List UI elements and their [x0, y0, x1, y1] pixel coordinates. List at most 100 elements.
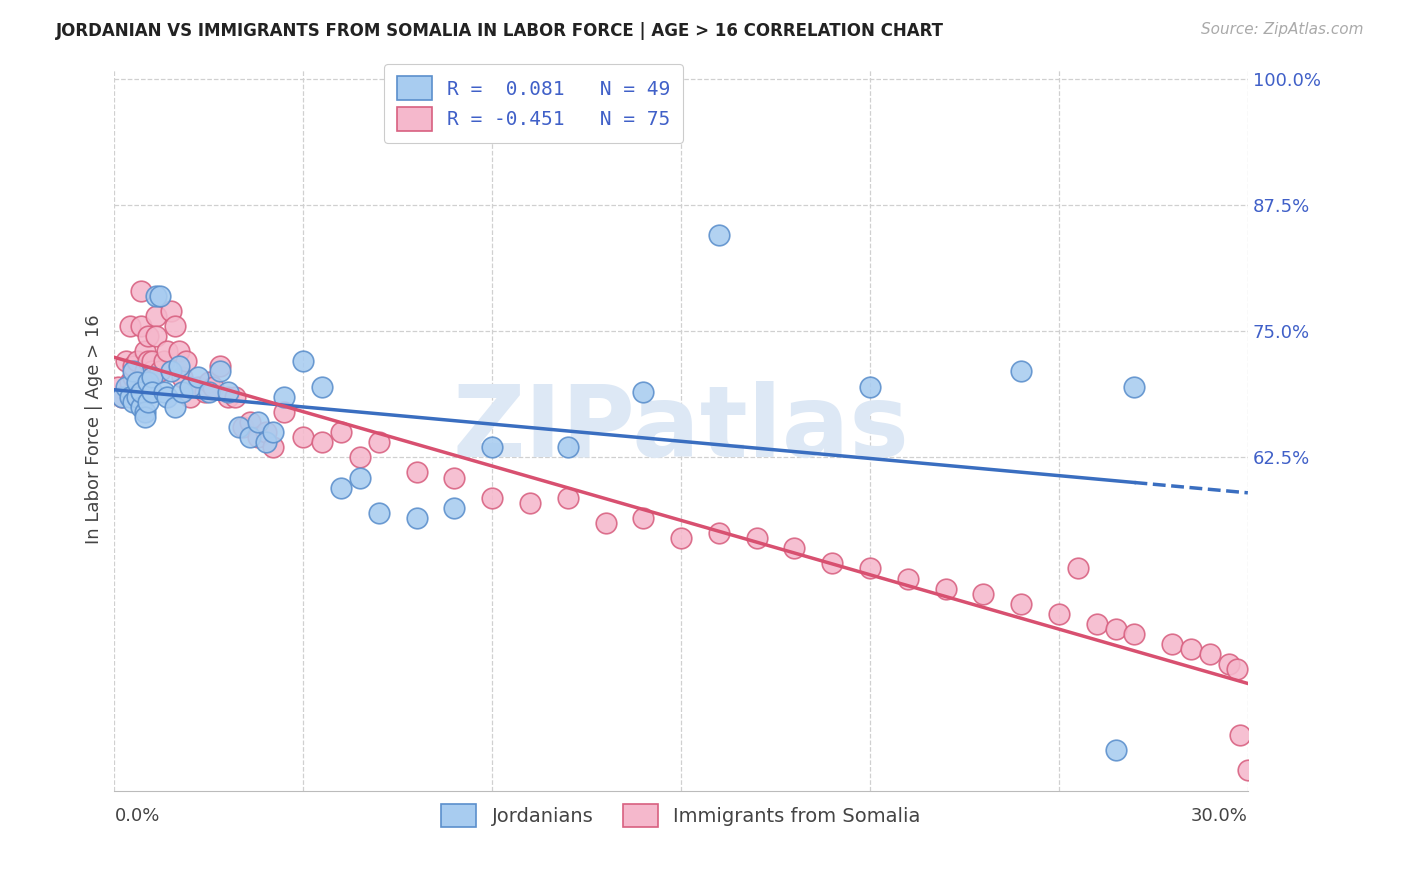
Point	[163, 319, 186, 334]
Point	[111, 390, 134, 404]
Point	[122, 394, 145, 409]
Point	[1067, 561, 1090, 575]
Point	[443, 500, 465, 515]
Point	[330, 481, 353, 495]
Point	[262, 440, 284, 454]
Point	[138, 354, 160, 368]
Point	[145, 309, 167, 323]
Point	[114, 379, 136, 393]
Point	[194, 384, 217, 399]
Point	[141, 384, 163, 399]
Point	[246, 430, 269, 444]
Point	[122, 364, 145, 378]
Point	[138, 394, 160, 409]
Point	[125, 390, 148, 404]
Point	[254, 435, 277, 450]
Point	[145, 289, 167, 303]
Point	[186, 369, 208, 384]
Point	[224, 390, 246, 404]
Point	[198, 375, 221, 389]
Point	[1225, 662, 1247, 676]
Point	[859, 379, 882, 393]
Point	[179, 379, 201, 393]
Point	[152, 384, 174, 399]
Point	[707, 526, 730, 541]
Point	[262, 425, 284, 439]
Point	[209, 359, 232, 374]
Point	[669, 531, 692, 545]
Point	[149, 289, 172, 303]
Point	[1104, 622, 1126, 636]
Point	[405, 466, 427, 480]
Point	[1010, 597, 1032, 611]
Point	[118, 319, 141, 334]
Point	[134, 344, 156, 359]
Point	[1010, 364, 1032, 378]
Point	[330, 425, 353, 439]
Point	[201, 379, 224, 393]
Point	[114, 354, 136, 368]
Point	[134, 409, 156, 424]
Point	[405, 511, 427, 525]
Point	[367, 506, 389, 520]
Point	[557, 440, 579, 454]
Point	[172, 369, 194, 384]
Point	[859, 561, 882, 575]
Point	[1218, 657, 1240, 672]
Point	[125, 384, 148, 399]
Point	[232, 420, 254, 434]
Point	[1199, 647, 1222, 661]
Point	[745, 531, 768, 545]
Point	[141, 364, 163, 378]
Point	[481, 440, 503, 454]
Point	[156, 344, 179, 359]
Text: ZIPatlas: ZIPatlas	[453, 381, 910, 478]
Point	[134, 364, 156, 378]
Point	[239, 430, 262, 444]
Point	[239, 415, 262, 429]
Point	[122, 359, 145, 374]
Point	[198, 384, 221, 399]
Point	[217, 384, 239, 399]
Point	[1180, 642, 1202, 657]
Point	[160, 364, 183, 378]
Text: 0.0%: 0.0%	[114, 806, 160, 825]
Point	[141, 354, 163, 368]
Text: 30.0%: 30.0%	[1191, 806, 1249, 825]
Point	[367, 435, 389, 450]
Text: Source: ZipAtlas.com: Source: ZipAtlas.com	[1201, 22, 1364, 37]
Point	[633, 384, 655, 399]
Point	[118, 375, 141, 389]
Point	[273, 405, 295, 419]
Point	[209, 364, 232, 378]
Point	[186, 379, 208, 393]
Point	[783, 541, 806, 556]
Point	[1085, 617, 1108, 632]
Point	[172, 384, 194, 399]
Point	[156, 390, 179, 404]
Point	[174, 354, 197, 368]
Point	[897, 572, 920, 586]
Point	[145, 329, 167, 343]
Point	[125, 354, 148, 368]
Point	[1123, 627, 1146, 641]
Legend: Jordanians, Immigrants from Somalia: Jordanians, Immigrants from Somalia	[433, 796, 928, 835]
Point	[141, 369, 163, 384]
Point	[149, 364, 172, 378]
Point	[481, 491, 503, 505]
Point	[1237, 764, 1260, 778]
Point	[167, 359, 190, 374]
Point	[292, 430, 315, 444]
Point	[111, 390, 134, 404]
Point	[519, 496, 541, 510]
Point	[217, 390, 239, 404]
Point	[167, 344, 190, 359]
Point	[125, 375, 148, 389]
Point	[1229, 728, 1251, 742]
Point	[821, 557, 844, 571]
Point	[557, 491, 579, 505]
Point	[311, 379, 333, 393]
Point	[163, 400, 186, 414]
Point	[138, 375, 160, 389]
Point	[292, 354, 315, 368]
